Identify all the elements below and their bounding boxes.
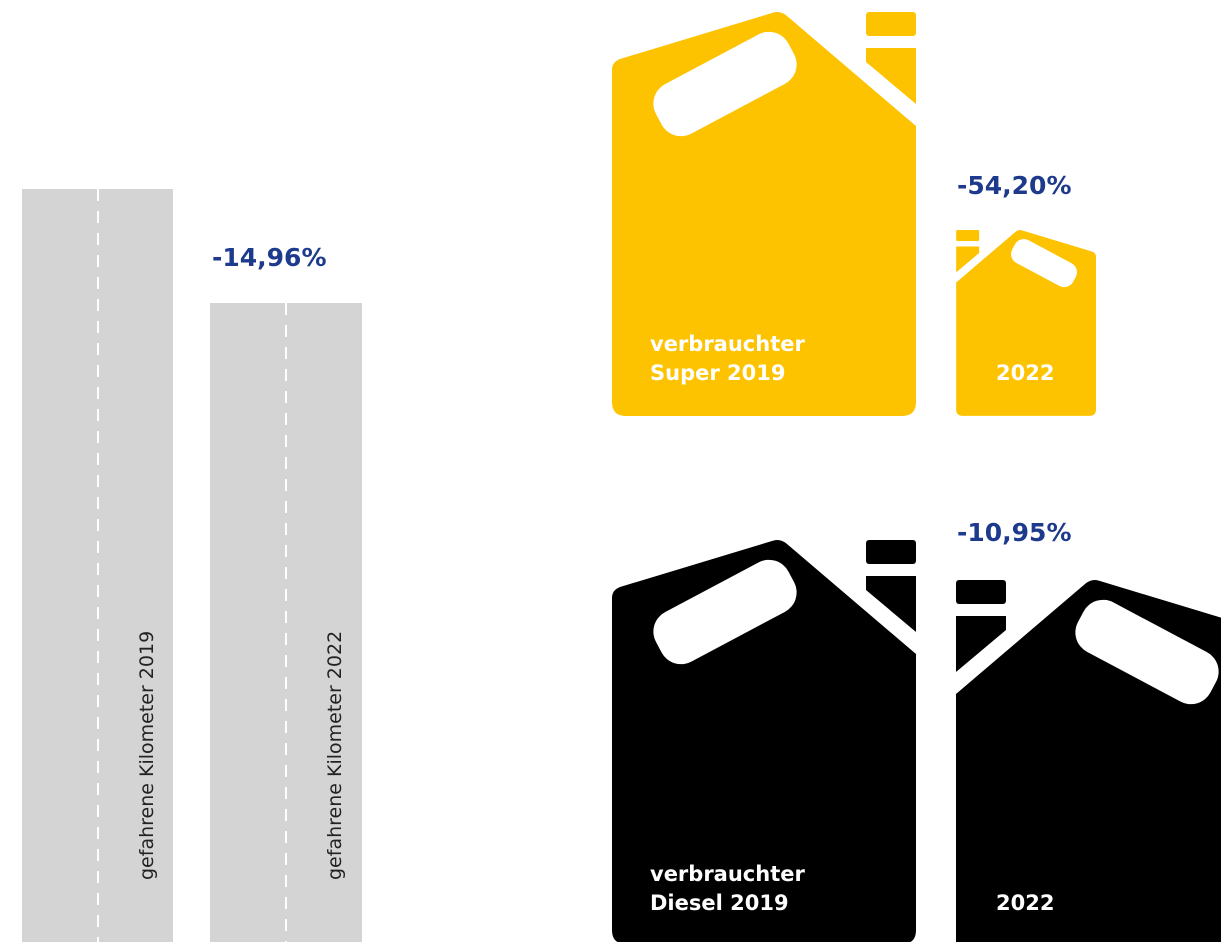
super-change: -54,20% — [957, 171, 1072, 200]
diesel-change: -10,95% — [957, 518, 1072, 547]
diesel-2022-label: 2022 — [996, 891, 1054, 915]
super-label: Super 2019 — [650, 361, 785, 385]
diesel-label: Diesel 2019 — [650, 891, 789, 915]
super-label: verbrauchter — [650, 332, 805, 356]
canister-super-2022 — [956, 230, 1096, 416]
super-2022-label: 2022 — [996, 361, 1054, 385]
km-label: gefahrene Kilometer 2022 — [324, 631, 346, 880]
km-change: -14,96% — [212, 243, 327, 272]
km-label: gefahrene Kilometer 2019 — [136, 631, 158, 880]
canister-diesel-2022 — [956, 580, 1221, 942]
diesel-label: verbrauchter — [650, 862, 805, 886]
